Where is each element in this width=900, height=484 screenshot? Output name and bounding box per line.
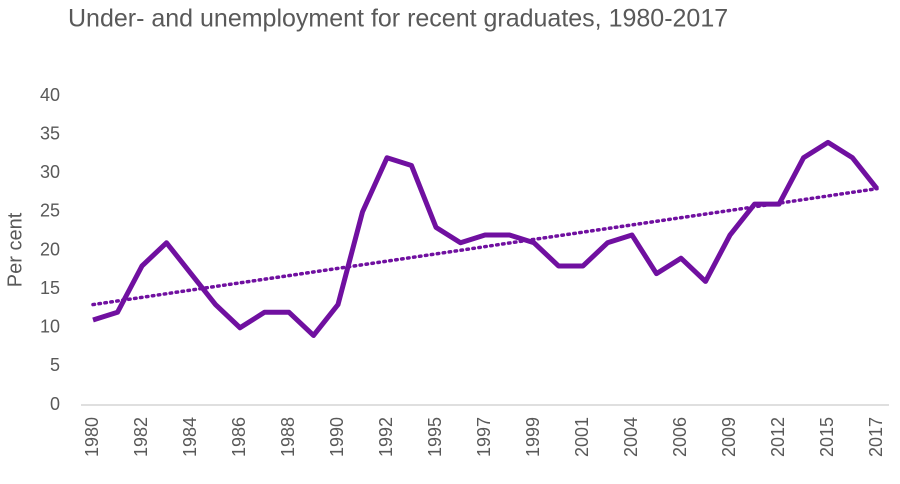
y-tick-label: 35 — [40, 123, 60, 143]
x-tick-label: 1986 — [229, 417, 249, 457]
x-tick-label: 1997 — [474, 417, 494, 457]
x-tick-label: 1984 — [180, 417, 200, 457]
x-tick-label: 2009 — [719, 417, 739, 457]
y-tick-label: 0 — [50, 394, 60, 414]
x-tick-label: 2001 — [572, 417, 592, 457]
y-tick-label: 20 — [40, 239, 60, 259]
x-tick-label: 1992 — [376, 417, 396, 457]
y-tick-label: 5 — [50, 355, 60, 375]
x-tick-label: 1990 — [327, 417, 347, 457]
line-series — [92, 139, 879, 338]
x-tick-label: 1982 — [131, 417, 151, 457]
x-tick-label: 1999 — [523, 417, 543, 457]
x-tick-label: 2006 — [670, 417, 690, 457]
x-tick-label: 2015 — [817, 417, 837, 457]
y-tick-label: 30 — [40, 162, 60, 182]
y-tick-label: 40 — [40, 85, 60, 105]
y-tick-label: 25 — [40, 201, 60, 221]
x-tick-label: 2017 — [866, 417, 886, 457]
x-tick-label: 1980 — [82, 417, 102, 457]
trendline — [91, 186, 879, 307]
y-axis-label: Per cent — [4, 212, 26, 287]
y-tick-label: 10 — [40, 317, 60, 337]
x-tick-label: 2004 — [621, 417, 641, 457]
x-tick-label: 1995 — [425, 417, 445, 457]
x-tick-label: 2012 — [768, 417, 788, 457]
x-tick-label: 1988 — [278, 417, 298, 457]
y-tick-label: 15 — [40, 278, 60, 298]
chart-title: Under- and unemployment for recent gradu… — [68, 5, 728, 33]
